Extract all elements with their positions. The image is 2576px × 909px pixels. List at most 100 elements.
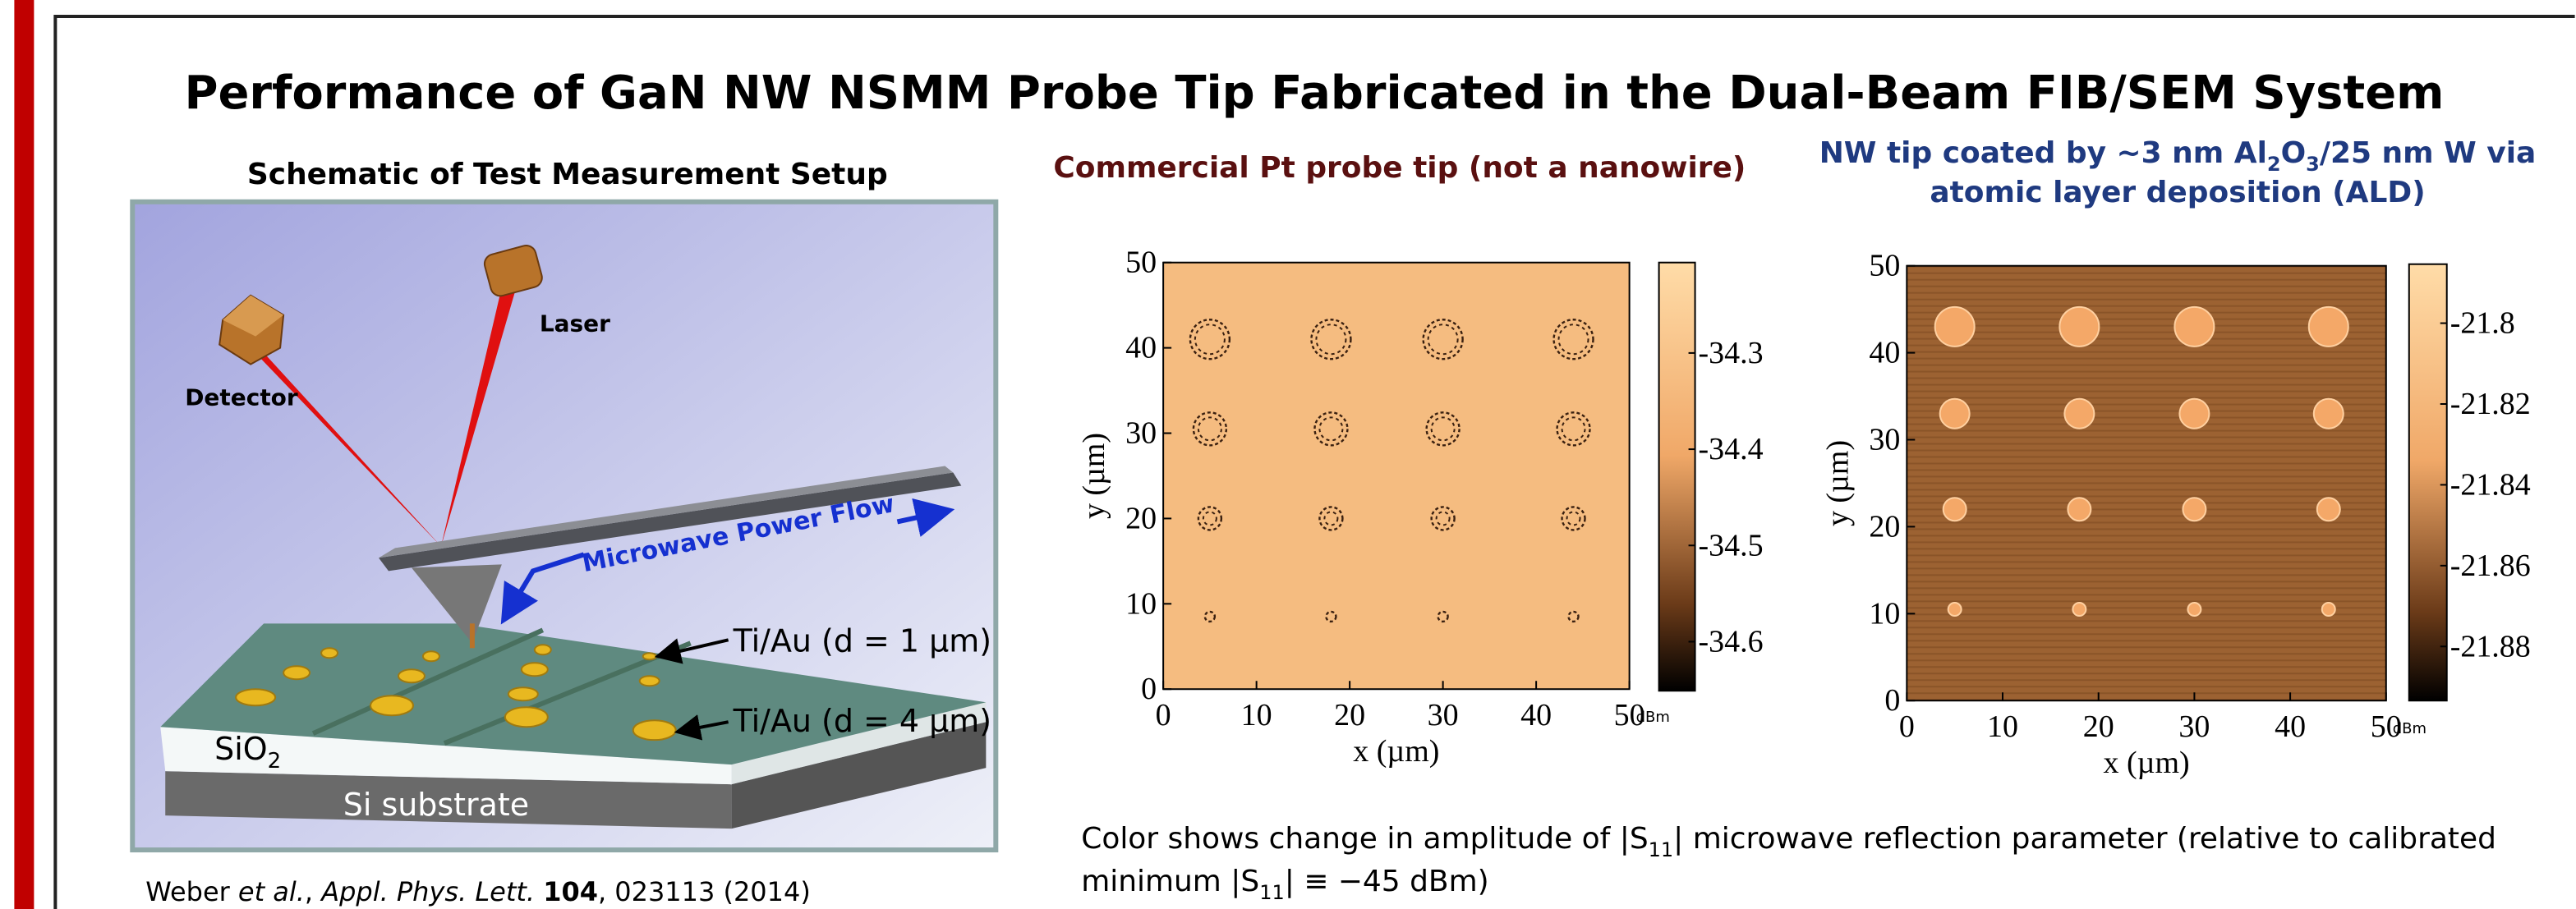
trench xyxy=(311,627,545,736)
panel-title: Commercial Pt probe tip (not a nanowire) xyxy=(1053,151,1746,185)
oxide-top xyxy=(160,623,987,765)
caption-line: Color shows change in amplitude of |S11|… xyxy=(1081,822,2496,861)
cantilever xyxy=(379,472,962,572)
heatmap xyxy=(1163,262,1630,690)
feature xyxy=(1323,511,1339,526)
text-part: | microwave reflection parameter (relati… xyxy=(1673,822,2496,856)
slide-frame xyxy=(53,14,2575,909)
x-tick-label: 40 xyxy=(2275,709,2306,744)
x-tick-label: 30 xyxy=(2178,709,2210,744)
colorbar-tick-label: -21.8 xyxy=(2450,306,2515,341)
laser xyxy=(483,245,543,297)
citation-part: et al. xyxy=(238,876,305,907)
colorbar-tick-label: -21.86 xyxy=(2450,549,2531,583)
schematic-title: Schematic of Test Measurement Setup xyxy=(247,158,888,191)
x-axis-label: x (µm) xyxy=(2103,746,2189,780)
colorbar-unit: dBm xyxy=(2393,720,2426,737)
y-tick-label: 10 xyxy=(1869,596,1900,631)
feature xyxy=(2187,602,2202,617)
feature xyxy=(2063,397,2095,429)
cantilever-top xyxy=(379,466,954,558)
colorbar-unit: dBm xyxy=(1636,709,1670,726)
y-tick-label: 0 xyxy=(1141,672,1157,706)
colorbar-tick-label: -34.4 xyxy=(1699,432,1764,466)
citation-part: 104 xyxy=(543,876,598,907)
subscript: 2 xyxy=(2267,153,2281,176)
feature xyxy=(1192,411,1228,447)
y-tick-label: 20 xyxy=(1125,501,1157,535)
feature xyxy=(1197,416,1222,442)
y-tick-label: 50 xyxy=(1125,246,1157,280)
feature xyxy=(1197,506,1223,531)
feature xyxy=(1561,416,1586,442)
x-tick-label: 30 xyxy=(1428,698,1459,732)
pointer xyxy=(654,638,729,664)
heatmap xyxy=(1907,265,2386,701)
y-tick-label: 20 xyxy=(1869,509,1900,544)
feature xyxy=(1557,324,1589,356)
feature xyxy=(1310,319,1352,360)
schematic: Schematic of Test Measurement Setup Micr… xyxy=(130,158,999,853)
y-axis-label: y (µm) xyxy=(1077,433,1111,519)
y-tick-label: 40 xyxy=(1125,331,1157,365)
beam xyxy=(440,287,515,547)
x-tick-label: 20 xyxy=(1334,698,1365,732)
feature xyxy=(1203,610,1217,623)
feature xyxy=(1422,319,1464,360)
flow-arrow xyxy=(500,552,585,625)
y-tick-label: 50 xyxy=(1869,249,1900,283)
y-tick-label: 40 xyxy=(1869,336,1900,370)
x-tick-label: 10 xyxy=(1241,698,1272,732)
feature xyxy=(1556,411,1591,447)
plot-frame xyxy=(1906,264,2387,702)
feature xyxy=(1566,511,1581,526)
feature xyxy=(1318,416,1344,442)
detector-label: Detector xyxy=(185,384,298,411)
text-part: | ≡ −45 dBm) xyxy=(1285,865,1489,898)
feature xyxy=(2321,602,2336,617)
gold-dots xyxy=(235,644,677,741)
citation-part xyxy=(535,876,543,907)
feature xyxy=(2307,305,2349,347)
subscript: 11 xyxy=(1649,838,1674,861)
flow-arrow xyxy=(896,498,955,537)
feature xyxy=(1315,324,1347,356)
feature xyxy=(1939,397,1971,429)
text-part: NW tip coated by ~3 nm Al xyxy=(1819,136,2267,170)
substrate-label: Si substrate xyxy=(343,787,529,823)
colorbar-tick-label: -34.6 xyxy=(1699,624,1764,659)
feature xyxy=(1947,602,1962,617)
feature xyxy=(1430,506,1456,531)
feature xyxy=(1425,411,1460,447)
colorbar xyxy=(1658,261,1696,692)
feature xyxy=(1552,319,1594,360)
feature xyxy=(2182,497,2207,522)
feature xyxy=(2178,397,2210,429)
panels: Commercial Pt probe tip (not a nanowire)… xyxy=(1053,136,2536,780)
y-tick-label: 30 xyxy=(1869,423,1900,457)
text-part: Commercial Pt probe tip (not a nanowire) xyxy=(1053,151,1746,185)
slide-title: Performance of GaN NW NSMM Probe Tip Fab… xyxy=(185,67,2445,120)
feature xyxy=(1194,324,1226,356)
feature xyxy=(1435,511,1451,526)
citation: Weber et al., Appl. Phys. Lett. 104, 023… xyxy=(145,876,811,907)
panel-title: NW tip coated by ~3 nm Al2O3/25 nm W via xyxy=(1819,136,2537,176)
feature xyxy=(1325,610,1337,623)
x-tick-label: 50 xyxy=(1614,698,1645,732)
x-tick-label: 20 xyxy=(2083,709,2114,744)
x-tick-label: 0 xyxy=(1156,698,1171,732)
feature xyxy=(2312,397,2344,429)
text-part: SiO xyxy=(214,731,268,767)
colorbar xyxy=(2408,263,2448,702)
feature xyxy=(1313,411,1349,447)
x-tick-label: 10 xyxy=(1987,709,2018,744)
x-tick-label: 40 xyxy=(1520,698,1552,732)
caption-line: minimum |S11| ≡ −45 dBm) xyxy=(1081,865,1488,904)
text-part: atomic layer deposition (ALD) xyxy=(1930,176,2425,209)
citation-part: Weber xyxy=(145,876,238,907)
oxide-layer xyxy=(160,727,732,785)
citation-part: , xyxy=(305,876,321,907)
large-dot-label: Ti/Au (d = 4 µm) xyxy=(733,703,991,739)
laser-label: Laser xyxy=(540,310,610,337)
